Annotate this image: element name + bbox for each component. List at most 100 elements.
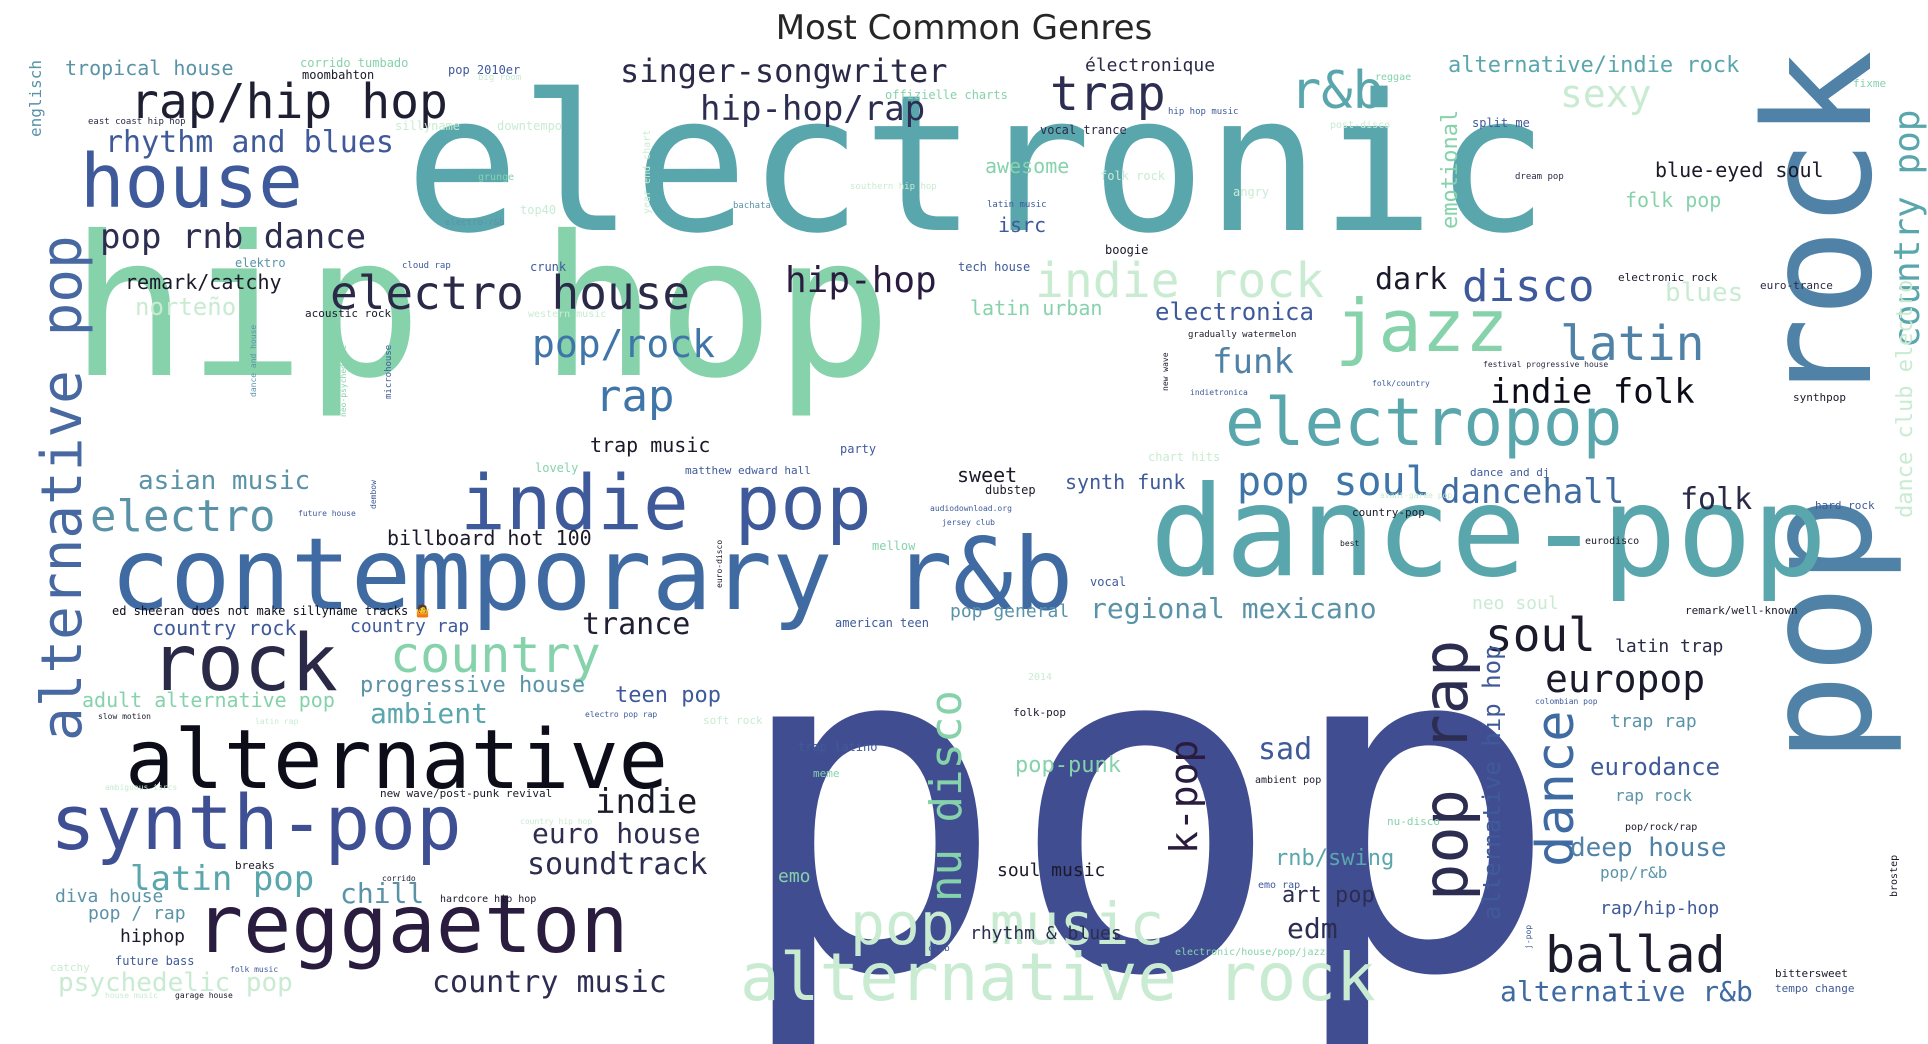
word-neo-psychedelic: neo-psychedelic: [339, 345, 348, 418]
word-festival-progressive-house: festival progressive house: [1483, 360, 1609, 369]
word-deep-house: deep house: [1570, 833, 1727, 863]
word-trap: trap: [1050, 66, 1166, 122]
word-pop-soul: pop soul: [1237, 459, 1430, 505]
word-trance: trance: [582, 607, 691, 642]
word-j-pop: j-pop: [1524, 925, 1533, 950]
word-electronic-rock: electronic rock: [1618, 271, 1718, 284]
word-englisch: englisch: [26, 60, 45, 138]
word-boogie: boogie: [1105, 243, 1149, 257]
word-colombian-pop: colombian pop: [1535, 697, 1598, 706]
word-rap-hip-hop: rap/hip-hop: [1600, 898, 1720, 919]
word-rap-rock: rap rock: [1615, 786, 1693, 805]
word-electropop: electropop: [1225, 384, 1623, 461]
word-remark-catchy: remark/catchy: [125, 270, 282, 294]
word-synthpop: synthpop: [1793, 391, 1846, 404]
word-trap-music: trap music: [590, 433, 711, 457]
word-billboard-hot-100: billboard hot 100: [387, 526, 592, 550]
word-rnb-swing: rnb/swing: [1275, 846, 1395, 871]
word-trap-rap: trap rap: [1610, 711, 1697, 732]
word-dream-pop: dream pop: [1515, 172, 1564, 182]
word-vocal-trance: vocal trance: [1040, 123, 1127, 137]
chart-title: Most Common Genres: [775, 8, 1153, 48]
word-tropical-house: tropical house: [65, 56, 234, 80]
word-soft-rock: soft rock: [703, 714, 763, 727]
word-new-wave-post-punk-revival: new wave/post-punk revival: [380, 787, 553, 800]
word-hip-hop: hip hop: [70, 194, 892, 421]
word-hip-hop-rap: hip-hop/rap: [700, 89, 926, 129]
word-best: best: [1340, 539, 1360, 548]
word-contemporary-r-b: contemporary r&b: [110, 516, 1074, 633]
word-adult-alternative-pop: adult alternative pop: [82, 688, 335, 712]
word-rap-hip-hop: rap/hip hop: [130, 74, 448, 130]
word-eurodance: eurodance: [1590, 753, 1721, 781]
word-hard-rock: hard rock: [1815, 499, 1875, 512]
word-big-room: big room: [478, 73, 522, 83]
word-dark: dark: [1375, 262, 1448, 297]
word-dance-and-dj: dance and dj: [1470, 466, 1550, 479]
word-sillyname: sillyname: [395, 119, 461, 133]
word-isrc: isrc: [998, 213, 1047, 237]
word-party: party: [840, 442, 877, 456]
word-avant-garde-pop: avant-garde pop: [1380, 491, 1453, 500]
word-house: house: [80, 139, 303, 225]
word-dubstep: dubstep: [985, 483, 1036, 497]
word-2014: 2014: [1028, 672, 1053, 683]
word-electronic-house-pop-jazz: electronic/house/pop/jazz: [1175, 947, 1326, 958]
word-alternative-pop: alternative pop: [30, 235, 95, 741]
word-norte-o: norteño: [135, 293, 237, 321]
word-indietronica: indietronica: [1190, 388, 1248, 397]
word-disco: disco: [1462, 261, 1595, 312]
word-indie: indie: [595, 782, 698, 822]
word-future-bass: future bass: [115, 954, 195, 968]
word-moombahton: moombahton: [302, 68, 375, 82]
word-jersey-club: jersey club: [942, 518, 995, 527]
word-tempo-change: tempo change: [1775, 982, 1855, 995]
word-blues: blues: [1665, 278, 1744, 308]
word-grunge: grunge: [478, 172, 515, 183]
word-alternative-indie-rock: alternative/indie rock: [1448, 53, 1740, 78]
word-fixme: fixme: [1853, 77, 1887, 90]
word-hiphop: hiphop: [120, 926, 186, 947]
word-dance-and-house: dance and house: [249, 325, 258, 398]
word-pop-general: pop general: [950, 601, 1070, 622]
word-house-music: house music: [105, 991, 158, 1000]
word-western-music: western music: [528, 309, 607, 320]
word-chill: chill: [340, 877, 425, 910]
word-pop-2010er: pop 2010er: [448, 63, 521, 77]
word-lectronique: électronique: [1085, 55, 1216, 76]
word-crunk: crunk: [530, 260, 567, 274]
word-country-rock: country rock: [152, 616, 297, 640]
word-latin-pop: latin pop: [130, 859, 315, 899]
word-cloud-rap: cloud rap: [402, 261, 451, 271]
word-pop-rock: pop rock: [1733, 50, 1905, 763]
word-r-b: r&b: [1290, 61, 1384, 121]
word-folk-music: folk music: [230, 965, 279, 974]
word-latin-trap: latin trap: [1615, 636, 1724, 657]
word-nu-disco: nu-disco: [1387, 815, 1440, 828]
word-country: country: [390, 626, 601, 684]
word-rock: rock: [150, 619, 338, 709]
word-pop: pop: [730, 542, 1561, 1044]
word-nu-disco: nu disco: [921, 690, 972, 902]
word-hardcore-hip-hop: hardcore hip hop: [440, 894, 537, 905]
word-synth-funk: synth funk: [1065, 470, 1186, 494]
word-emo-rap: emo rap: [1258, 880, 1301, 891]
word-reggae: reggae: [1375, 72, 1412, 83]
word-downtempo: downtempo: [497, 119, 563, 133]
word-latin-urban: latin urban: [970, 296, 1103, 320]
word-pop-rap: pop rap: [1409, 640, 1482, 902]
word-corrido: corrido: [382, 874, 416, 883]
word-teen-pop: teen pop: [615, 683, 721, 708]
word-electro-pop-rap: electro pop rap: [585, 710, 658, 719]
word-electro-house: electro house: [330, 266, 691, 320]
word-split-me: split me: [1472, 116, 1530, 130]
word-electronic: electronic: [405, 54, 1549, 275]
word-jazz: jazz: [1335, 284, 1509, 368]
word-bachata: bachata: [733, 201, 771, 211]
word-electro-r-b: electro-r&b: [445, 218, 505, 228]
word-future-house: future house: [298, 509, 356, 518]
word-corrido-tumbado: corrido tumbado: [300, 56, 409, 70]
word-offizielle-charts: offizielle charts: [885, 88, 1008, 102]
